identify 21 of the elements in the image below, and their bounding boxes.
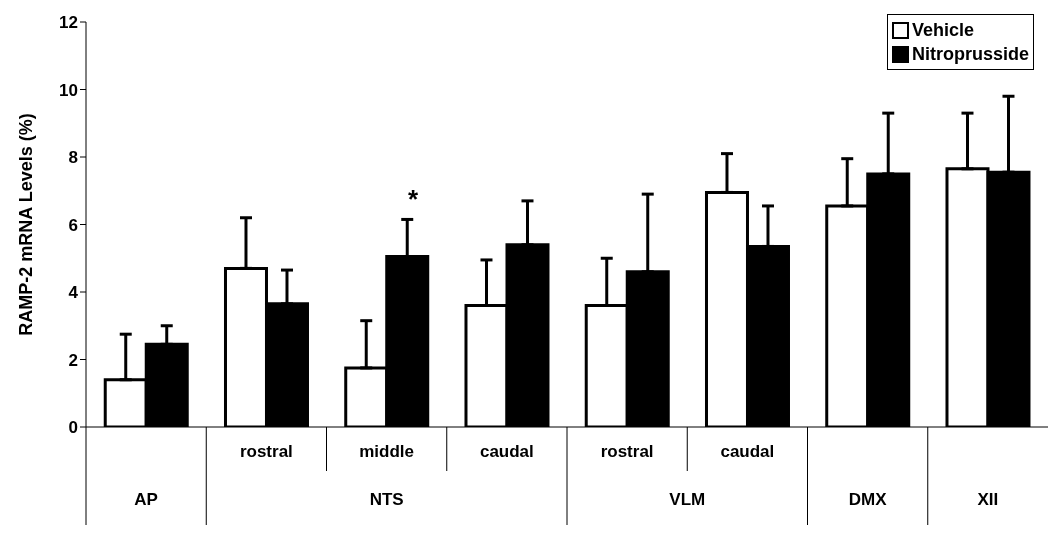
y-tick-label: 12 xyxy=(59,13,78,33)
y-tick-label: 6 xyxy=(68,215,78,235)
text: DMX xyxy=(848,490,888,509)
x-tick-label: middle xyxy=(359,442,415,462)
y-tick-label: 10 xyxy=(59,80,78,100)
text: AP xyxy=(134,490,158,509)
annotation: * xyxy=(408,183,420,214)
y-tick-label: 4 xyxy=(68,283,79,303)
x-tick-label: caudal xyxy=(479,442,534,462)
y-axis-title: RAMP-2 mRNA Levels (%) xyxy=(16,113,36,336)
x-tick-label: rostral xyxy=(239,442,293,462)
x-tick-label: rostral xyxy=(600,442,654,462)
y-tick-label: 8 xyxy=(68,148,78,168)
text: XII xyxy=(977,490,999,509)
text: VLM xyxy=(669,490,706,509)
text: NTS xyxy=(369,490,404,509)
legend-label: Nitroprusside xyxy=(910,43,1029,66)
legend-label: Vehicle xyxy=(910,19,975,42)
x-tick-label: caudal xyxy=(720,442,775,462)
y-tick-label: 0 xyxy=(68,418,78,438)
y-tick-label: 2 xyxy=(68,350,78,370)
